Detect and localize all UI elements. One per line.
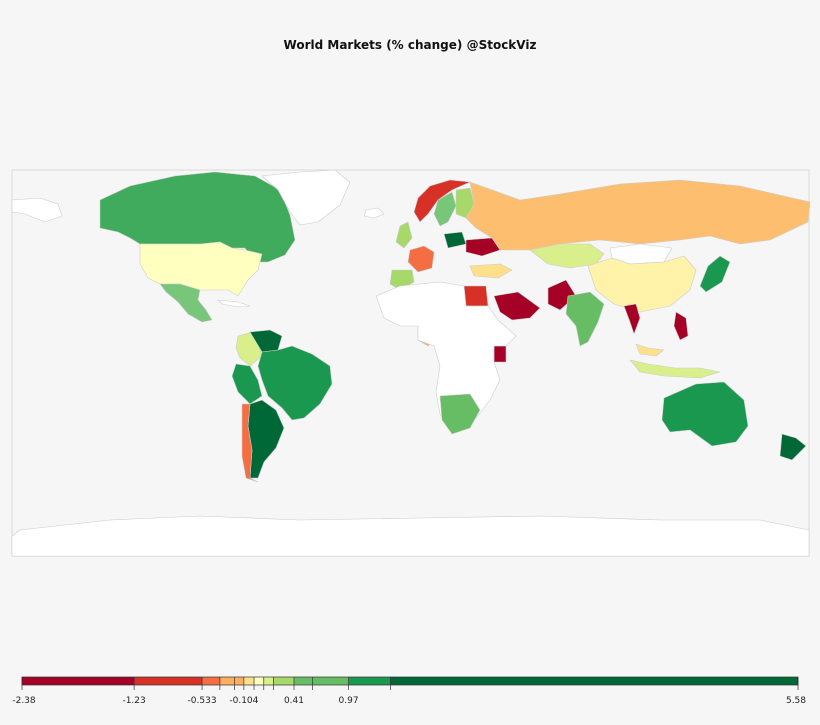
country-malaysia [635, 343, 665, 357]
country-russia [465, 179, 811, 251]
legend-tick-label: -0.533 [188, 696, 217, 706]
legend-swatch [202, 677, 220, 685]
legend-swatch [234, 677, 244, 685]
country-kazakhstan [529, 243, 605, 269]
legend-tick-label: 0.97 [339, 696, 359, 706]
legend-swatch [348, 677, 391, 685]
legend-tick-label: -2.38 [12, 696, 36, 706]
legend-swatch [219, 677, 235, 685]
legend-tick-label: 5.58 [786, 696, 806, 706]
country-turkey [469, 263, 513, 279]
country-cuba [217, 299, 251, 308]
legend-tick-label: 0.41 [284, 696, 304, 706]
legend-swatch [254, 677, 264, 685]
legend-swatch [22, 677, 135, 685]
legend-swatch [134, 677, 203, 685]
legend-swatch [243, 677, 255, 685]
country-philippines [673, 311, 689, 341]
country-south-africa [439, 393, 481, 435]
country-canada [99, 171, 296, 263]
country-france [407, 245, 435, 273]
country-japan [699, 255, 731, 293]
country-china [587, 255, 697, 313]
legend-swatch [312, 677, 349, 685]
legend-tick-label: -0.104 [229, 696, 258, 706]
country-saudi-arabia [493, 291, 541, 321]
country-ukraine [465, 237, 501, 257]
map-title: World Markets (% change) @StockViz [283, 38, 537, 52]
country-united-kingdom [395, 221, 413, 249]
country-antarctica [11, 515, 810, 557]
country-africa-rest [375, 281, 517, 433]
country-indonesia [629, 359, 721, 379]
legend-tick-label: -1.23 [122, 696, 145, 706]
country-norway [413, 179, 471, 223]
country-iceland [363, 207, 385, 219]
legend-swatch [293, 677, 313, 685]
country-peru [231, 363, 263, 405]
country-united-states [139, 241, 263, 297]
legend-swatch [273, 677, 294, 685]
country-india [565, 291, 605, 347]
country-new-zealand [779, 433, 807, 461]
country-greenland [261, 169, 351, 226]
legend-swatch [390, 677, 798, 685]
country-sweden [433, 191, 457, 227]
country-alaska [11, 197, 63, 223]
country-australia [661, 381, 749, 447]
country-thailand [623, 303, 641, 335]
country-mexico [159, 283, 213, 323]
country-brazil [257, 345, 333, 421]
country-chile [241, 403, 259, 483]
legend-swatch [263, 677, 274, 685]
